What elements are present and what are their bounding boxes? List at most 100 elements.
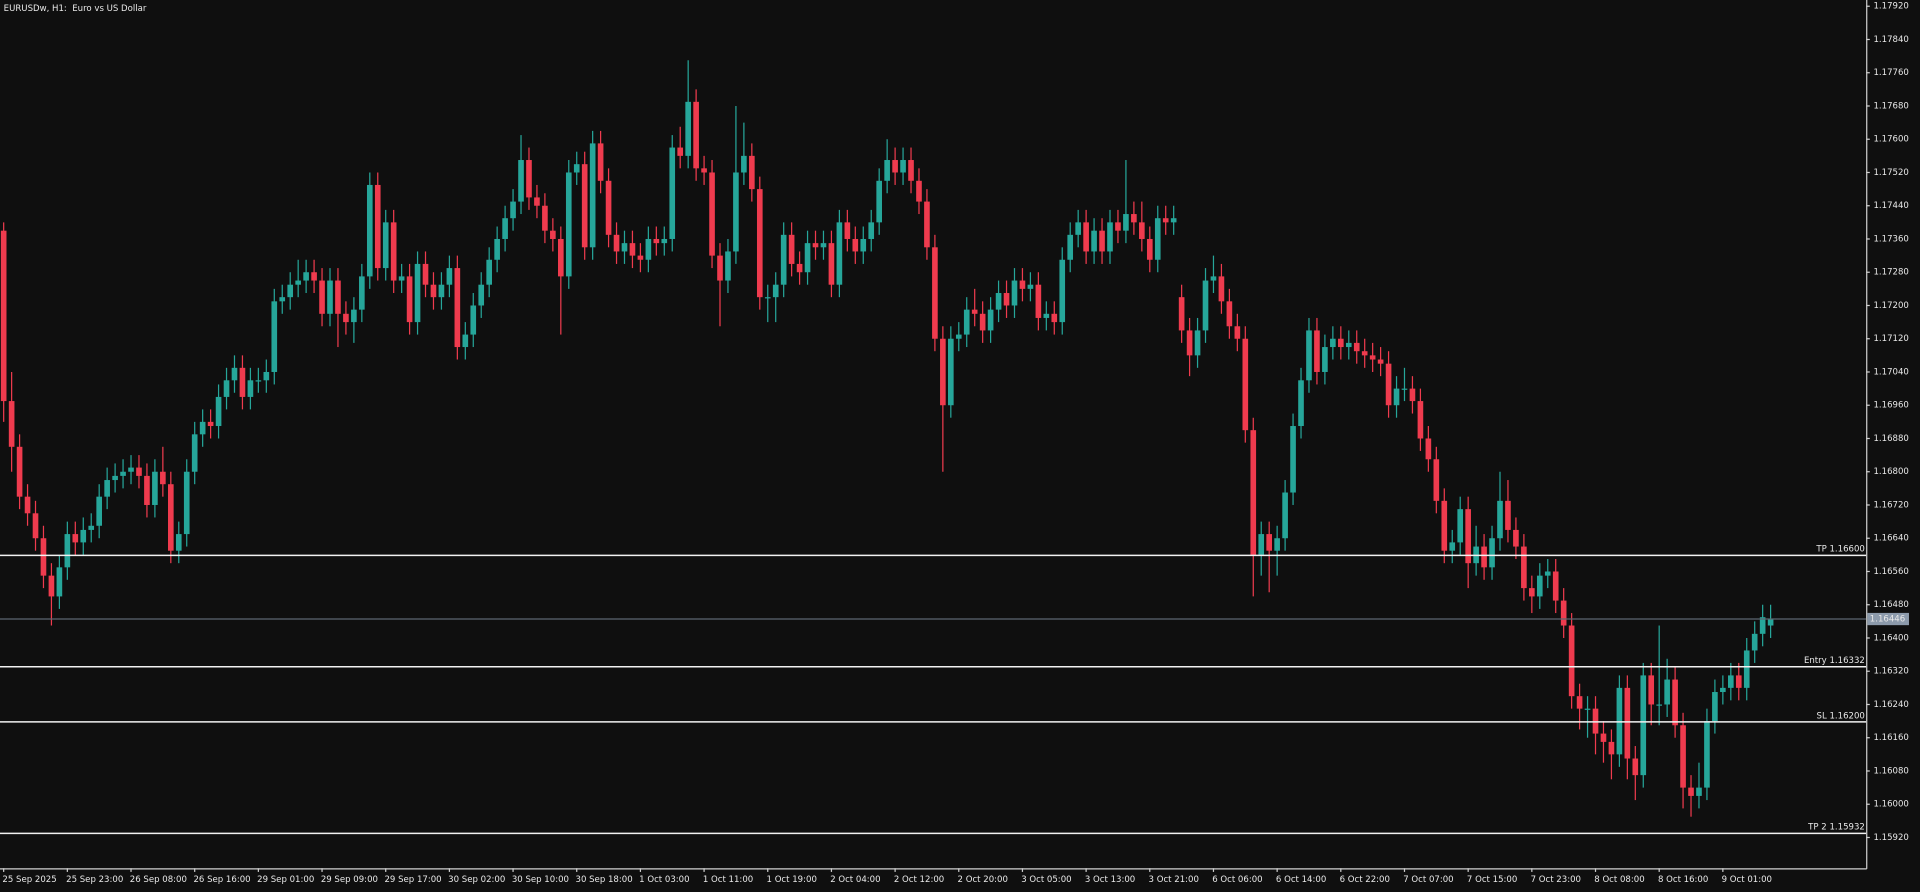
x-tick-label: 29 Sep 01:00 [257, 875, 314, 885]
candle-body [1536, 575, 1543, 597]
y-tick-label: 1.17680 [1873, 101, 1908, 111]
candle-body [780, 234, 787, 285]
level-label: TP 1.16600 [1815, 545, 1865, 555]
candle-body [1322, 347, 1328, 372]
y-tick-label: 1.17920 [1873, 2, 1908, 12]
y-tick-label: 1.17600 [1873, 135, 1908, 145]
x-tick-label: 1 Oct 11:00 [703, 875, 753, 885]
candle-body [852, 238, 859, 252]
candle-body [940, 338, 946, 406]
x-tick-label: 1 Oct 19:00 [767, 875, 817, 885]
candle-body [581, 164, 588, 248]
candle-body [924, 201, 930, 248]
candle-body [1449, 542, 1456, 551]
candle-body [406, 276, 413, 323]
candle-body [1735, 675, 1742, 688]
candle-body [478, 284, 485, 306]
candle-body [247, 380, 254, 397]
candle-body [693, 101, 699, 169]
candle-body [231, 367, 238, 381]
candle-body [438, 284, 445, 298]
candle-body [772, 284, 779, 298]
candle-body [756, 189, 763, 298]
candle-body [24, 496, 31, 514]
candle-body [932, 247, 938, 339]
candle-body [1600, 733, 1607, 742]
candle-body [1290, 426, 1296, 493]
candle-body [1401, 388, 1408, 390]
candle-body [1115, 222, 1121, 231]
candle-body [1043, 313, 1050, 318]
candle-body [1139, 222, 1145, 239]
candle-body [168, 484, 174, 551]
candle-body [0, 230, 7, 402]
candle-body [295, 280, 301, 285]
x-tick-label: 26 Sep 16:00 [193, 875, 250, 885]
candle-body [1409, 388, 1416, 402]
candle-body [48, 575, 55, 597]
candle-body [1497, 500, 1503, 539]
candle-body [1560, 600, 1567, 626]
y-tick-label: 1.17200 [1873, 301, 1908, 311]
candle-body [764, 297, 771, 299]
y-tick-label: 1.15920 [1873, 833, 1908, 843]
candle-body [1417, 401, 1424, 439]
candle-body [454, 268, 461, 348]
candle-body [1688, 787, 1694, 796]
candle-body [1640, 675, 1647, 776]
candle-body [701, 168, 707, 173]
candle-body [1608, 741, 1615, 755]
candle-body [542, 205, 548, 231]
candle-body [1282, 492, 1288, 539]
candle-body [963, 309, 970, 335]
candle-body [868, 222, 875, 239]
x-tick-label: 2 Oct 04:00 [830, 875, 880, 885]
candle-body [892, 160, 898, 173]
candle-body [160, 471, 166, 485]
candle-body [788, 234, 795, 264]
candle-body [1505, 500, 1511, 530]
candle-body [589, 143, 596, 248]
candle-body [1186, 330, 1193, 356]
candle-body [152, 471, 158, 505]
candle-body [1226, 301, 1233, 327]
candle-body [1210, 276, 1217, 281]
candle-body [1178, 297, 1185, 331]
candle-body [860, 238, 867, 252]
candle-body [56, 567, 63, 597]
candle-body [550, 230, 556, 239]
candle-body [1672, 679, 1678, 726]
candle-body [1704, 721, 1710, 788]
x-tick-label: 8 Oct 16:00 [1658, 875, 1708, 885]
y-tick-label: 1.17520 [1873, 168, 1908, 178]
y-tick-label: 1.17760 [1873, 68, 1908, 78]
candle-body [1616, 687, 1623, 755]
y-tick-label: 1.16320 [1873, 667, 1908, 677]
y-tick-label: 1.16480 [1873, 600, 1908, 610]
candle-body [1067, 234, 1074, 260]
candle-body [1552, 571, 1559, 601]
candle-body [1202, 280, 1209, 331]
candle-body [1314, 330, 1320, 372]
candle-body [669, 147, 676, 239]
candle-body [1059, 259, 1066, 323]
candle-body [526, 160, 532, 198]
candle-body [804, 243, 811, 273]
candle-body [486, 259, 493, 285]
candle-body [916, 180, 922, 202]
candle-body [685, 101, 691, 156]
candle-body [900, 160, 906, 173]
candle-body [717, 255, 723, 281]
candle-body [1035, 284, 1042, 318]
x-tick-label: 30 Sep 18:00 [576, 875, 633, 885]
candle-body [1306, 330, 1312, 381]
x-tick-label: 6 Oct 06:00 [1212, 875, 1262, 885]
candle-body [120, 471, 126, 476]
candle-body [1123, 214, 1129, 231]
y-tick-label: 1.17120 [1873, 334, 1908, 344]
x-tick-label: 3 Oct 21:00 [1149, 875, 1199, 885]
candle-body [812, 243, 819, 248]
candle-body [1441, 500, 1448, 551]
candle-body [327, 280, 333, 314]
